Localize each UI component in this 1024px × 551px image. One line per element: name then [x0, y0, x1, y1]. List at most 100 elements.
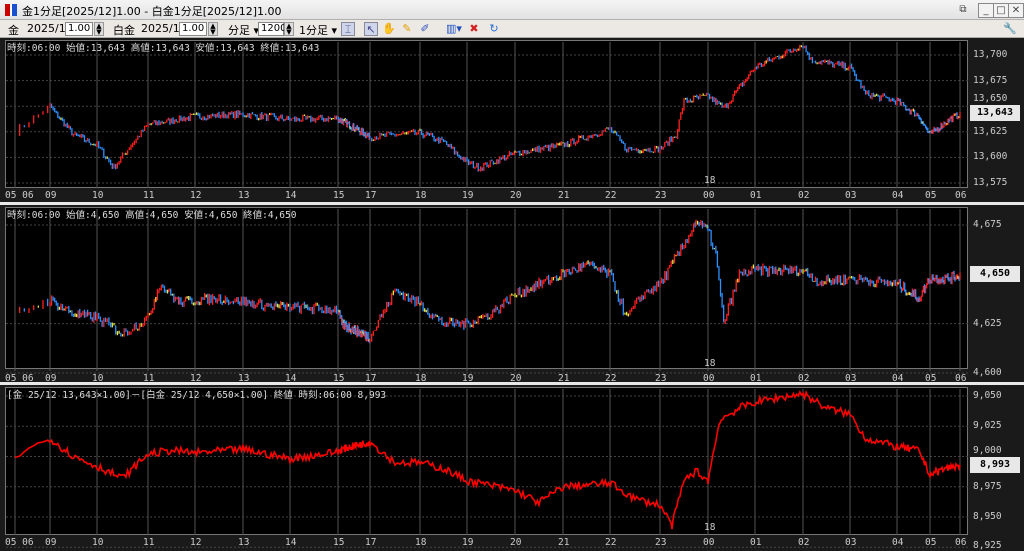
symbol1-multiplier-spinner[interactable]: ▲ ▼ — [94, 22, 104, 36]
x-axis-label: 05 — [925, 537, 937, 548]
x-axis-label: 17 — [365, 190, 377, 201]
x-axis-label: 11 — [143, 190, 155, 201]
settings-wrench-icon[interactable]: 🔧 — [1003, 22, 1017, 35]
symbol2-label: 白金 — [113, 24, 135, 37]
x-axis-label: 19 — [462, 537, 474, 548]
x-axis-label: 14 — [285, 537, 297, 548]
period-type-value: 分足 — [228, 24, 250, 37]
bar-count-spinner[interactable]: ▲ ▼ — [284, 22, 294, 36]
maximize-button[interactable]: □ — [993, 3, 1009, 18]
x-axis-label: 20 — [510, 373, 522, 384]
symbol2-multiplier-spinner[interactable]: ▲ ▼ — [208, 22, 218, 36]
x-axis-label: 19 — [462, 190, 474, 201]
symbol2-month[interactable]: 2025/12 — [141, 22, 187, 35]
panel-divider[interactable] — [0, 202, 1024, 205]
y-axis-label: 13,600 — [973, 151, 1008, 163]
x-axis-label: 13 — [238, 190, 250, 201]
y-axis-label: 13,650 — [973, 93, 1008, 105]
bar-count-input[interactable]: 1200 — [258, 22, 286, 36]
pointer-select-icon[interactable]: ↖ — [364, 22, 378, 36]
x-axis-label: 09 — [45, 373, 57, 384]
x-axis-label: 04 — [892, 537, 904, 548]
pencil-draw-icon[interactable]: ✎ — [402, 22, 412, 35]
last-price-label: 8,993 — [970, 456, 1020, 473]
x-axis-label: 17 — [365, 537, 377, 548]
x-axis-label: 18 — [415, 537, 427, 548]
x-axis-label: 05 — [925, 373, 937, 384]
last-price-label: 4,650 — [970, 266, 1020, 283]
date-marker-label: 18 — [704, 522, 716, 533]
app-icon — [5, 4, 17, 16]
x-axis-label: 21 — [558, 190, 570, 201]
x-axis-label: 02 — [798, 537, 810, 548]
y-axis-label: 4,600 — [973, 367, 1002, 378]
crosshair-cursor-icon[interactable]: ⌶ — [341, 22, 355, 36]
refresh-icon[interactable]: ↻ — [489, 22, 499, 35]
delete-drawings-icon[interactable]: ✖ — [469, 22, 479, 35]
x-axis-label: 03 — [845, 537, 857, 548]
period-dropdown[interactable]: 1分足 ▾ — [299, 24, 338, 37]
minimize-button[interactable]: _ — [978, 3, 994, 18]
x-axis-label: 05 06 — [5, 537, 34, 548]
x-axis-label: 05 — [925, 190, 937, 201]
x-axis-label: 22 — [605, 190, 617, 201]
x-axis-label: 12 — [190, 190, 202, 201]
gold-chart-svg — [6, 42, 968, 188]
x-axis-label: 13 — [238, 373, 250, 384]
chart-type-icon[interactable]: ▥▾ — [446, 22, 462, 35]
x-axis-label: 01 — [750, 373, 762, 384]
gold-chart-panel[interactable]: 時刻:06:00 始値:13,643 高値:13,643 安値:13,643 終… — [0, 38, 1024, 202]
window-title: 金1分足[2025/12]1.00 - 白金1分足[2025/12]1.00 — [22, 5, 282, 18]
line-tool-icon[interactable]: ✐ — [420, 22, 430, 35]
period-type-dropdown[interactable]: 分足 ▾ — [228, 24, 260, 37]
x-axis-label: 15 — [333, 373, 345, 384]
symbol1-label: 金 — [8, 24, 19, 37]
x-axis-label: 03 — [845, 373, 857, 384]
x-axis-label: 06 — [955, 373, 967, 384]
close-button[interactable]: ✕ — [1008, 3, 1024, 18]
spread-plot-area[interactable] — [5, 387, 968, 535]
panel-divider[interactable] — [0, 382, 1024, 385]
y-axis-label: 8,950 — [973, 511, 1002, 522]
x-axis-label: 17 — [365, 373, 377, 384]
x-axis-label: 22 — [605, 537, 617, 548]
x-axis-label: 23 — [655, 373, 667, 384]
x-axis-label: 01 — [750, 190, 762, 201]
x-axis-label: 05 06 — [5, 190, 34, 201]
x-axis-label: 23 — [655, 537, 667, 548]
date-marker-label: 18 — [704, 175, 716, 186]
x-axis-label: 12 — [190, 373, 202, 384]
platinum-plot-area[interactable] — [5, 207, 968, 369]
x-axis-label: 12 — [190, 537, 202, 548]
toolbar: 金 2025/12 1.00 ▲ ▼ 白金 2025/12 1.00 ▲ ▼ 分足 … — [0, 20, 1024, 38]
spread-info: [金 25/12 13,643×1.00]－[白金 25/12 4,650×1.… — [7, 390, 387, 401]
x-axis-label: 14 — [285, 373, 297, 384]
last-price-label: 13,643 — [970, 105, 1020, 122]
x-axis-label: 20 — [510, 537, 522, 548]
symbol2-multiplier-input[interactable]: 1.00 — [179, 22, 207, 36]
y-axis-label: 4,675 — [973, 219, 1002, 230]
y-axis-label: 9,050 — [973, 390, 1002, 401]
spread-chart-panel[interactable]: [金 25/12 13,643×1.00]－[白金 25/12 4,650×1.… — [0, 385, 1024, 551]
x-axis-label: 00 — [703, 190, 715, 201]
platinum-chart-svg — [6, 209, 968, 374]
platinum-chart-panel[interactable]: 時刻:06:00 始値:4,650 高値:4,650 安値:4,650 終値:4… — [0, 205, 1024, 384]
symbol1-multiplier-input[interactable]: 1.00 — [65, 22, 93, 36]
x-axis-label: 22 — [605, 373, 617, 384]
y-axis-label: 13,575 — [973, 177, 1008, 188]
x-axis-label: 03 — [845, 190, 857, 201]
y-axis-label: 8,925 — [973, 540, 1002, 551]
x-axis-label: 04 — [892, 373, 904, 384]
hand-pan-icon[interactable]: ✋ — [382, 22, 396, 35]
y-axis-label: 9,025 — [973, 420, 1002, 432]
symbol1-month[interactable]: 2025/12 — [27, 22, 73, 35]
x-axis-label: 06 — [955, 537, 967, 548]
x-axis-label: 02 — [798, 373, 810, 384]
x-axis-label: 14 — [285, 190, 297, 201]
spread-line — [14, 390, 961, 530]
x-axis-label: 19 — [462, 373, 474, 384]
x-axis-label: 05 06 — [5, 373, 34, 384]
x-axis-label: 10 — [92, 190, 104, 201]
restore-window-icon[interactable]: ⧉ — [959, 4, 967, 15]
x-axis-label: 00 — [703, 373, 715, 384]
